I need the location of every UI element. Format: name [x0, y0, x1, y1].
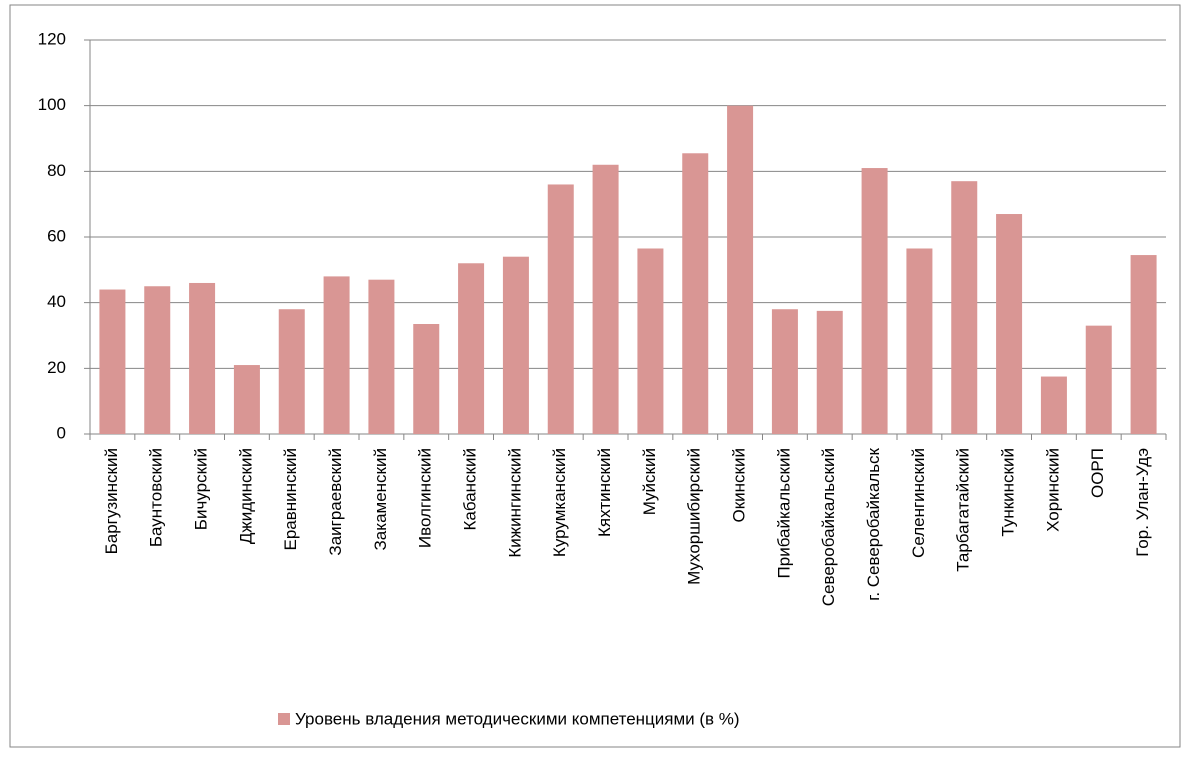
x-tick-label: Курумканский — [550, 448, 569, 557]
bar — [413, 324, 440, 434]
x-tick-label: Хоринский — [1043, 448, 1062, 532]
bar — [1130, 255, 1157, 434]
bar — [189, 282, 216, 434]
y-tick-label: 40 — [47, 292, 66, 311]
x-tick-label: Прибайкальский — [774, 448, 793, 578]
bar — [727, 105, 754, 435]
x-tick-label: Иволгинский — [416, 448, 435, 548]
x-tick-label: Северобайкальский — [819, 448, 838, 606]
bar — [144, 286, 171, 434]
bar — [99, 289, 126, 434]
bar — [458, 263, 485, 434]
x-tick-label: Тункинский — [999, 448, 1018, 537]
x-tick-label: г. Северобайкальск — [864, 447, 883, 600]
bar — [1085, 325, 1112, 434]
x-tick-label: Еравнинский — [281, 448, 300, 550]
x-tick-label: Кабанский — [461, 448, 480, 530]
y-tick-label: 60 — [47, 226, 66, 245]
x-tick-label: Тарбагатайский — [954, 448, 973, 572]
x-tick-label: Заиграевский — [326, 448, 345, 556]
bar — [1040, 376, 1067, 434]
y-tick-label: 0 — [57, 423, 66, 442]
bar — [951, 181, 978, 434]
x-tick-label: ООРП — [1088, 448, 1107, 498]
x-tick-label: Закаменский — [371, 448, 390, 550]
x-tick-label: Бичурский — [192, 448, 211, 530]
bar — [682, 153, 709, 434]
x-tick-label: Баунтовский — [147, 448, 166, 547]
bar — [861, 168, 888, 435]
x-tick-label: Кижингинский — [505, 448, 524, 558]
bar — [637, 248, 664, 434]
bar — [278, 309, 305, 434]
x-tick-label: Баргузинский — [102, 448, 121, 554]
bar — [233, 365, 260, 434]
x-tick-label: Джидинский — [236, 448, 255, 544]
bar — [368, 279, 395, 434]
x-tick-label: Кяхтинский — [595, 448, 614, 537]
x-tick-label: Гор. Улан-Удэ — [1133, 448, 1152, 557]
bar — [771, 309, 798, 434]
x-tick-label: Муйский — [640, 448, 659, 515]
bar — [996, 214, 1023, 434]
bar — [502, 256, 529, 434]
x-tick-label: Окинский — [730, 448, 749, 522]
bar — [906, 248, 933, 434]
bar — [816, 310, 843, 434]
y-tick-label: 100 — [38, 95, 66, 114]
legend-label: Уровень владения методическими компетенц… — [295, 709, 740, 728]
legend-swatch — [278, 713, 290, 725]
x-tick-label: Мухоршибирский — [685, 448, 704, 585]
y-tick-label: 80 — [47, 161, 66, 180]
x-tick-label: Селенгинский — [909, 448, 928, 558]
bar — [547, 184, 574, 434]
bar — [592, 164, 619, 434]
bar — [323, 276, 350, 434]
y-tick-label: 120 — [38, 29, 66, 48]
y-tick-label: 20 — [47, 358, 66, 377]
